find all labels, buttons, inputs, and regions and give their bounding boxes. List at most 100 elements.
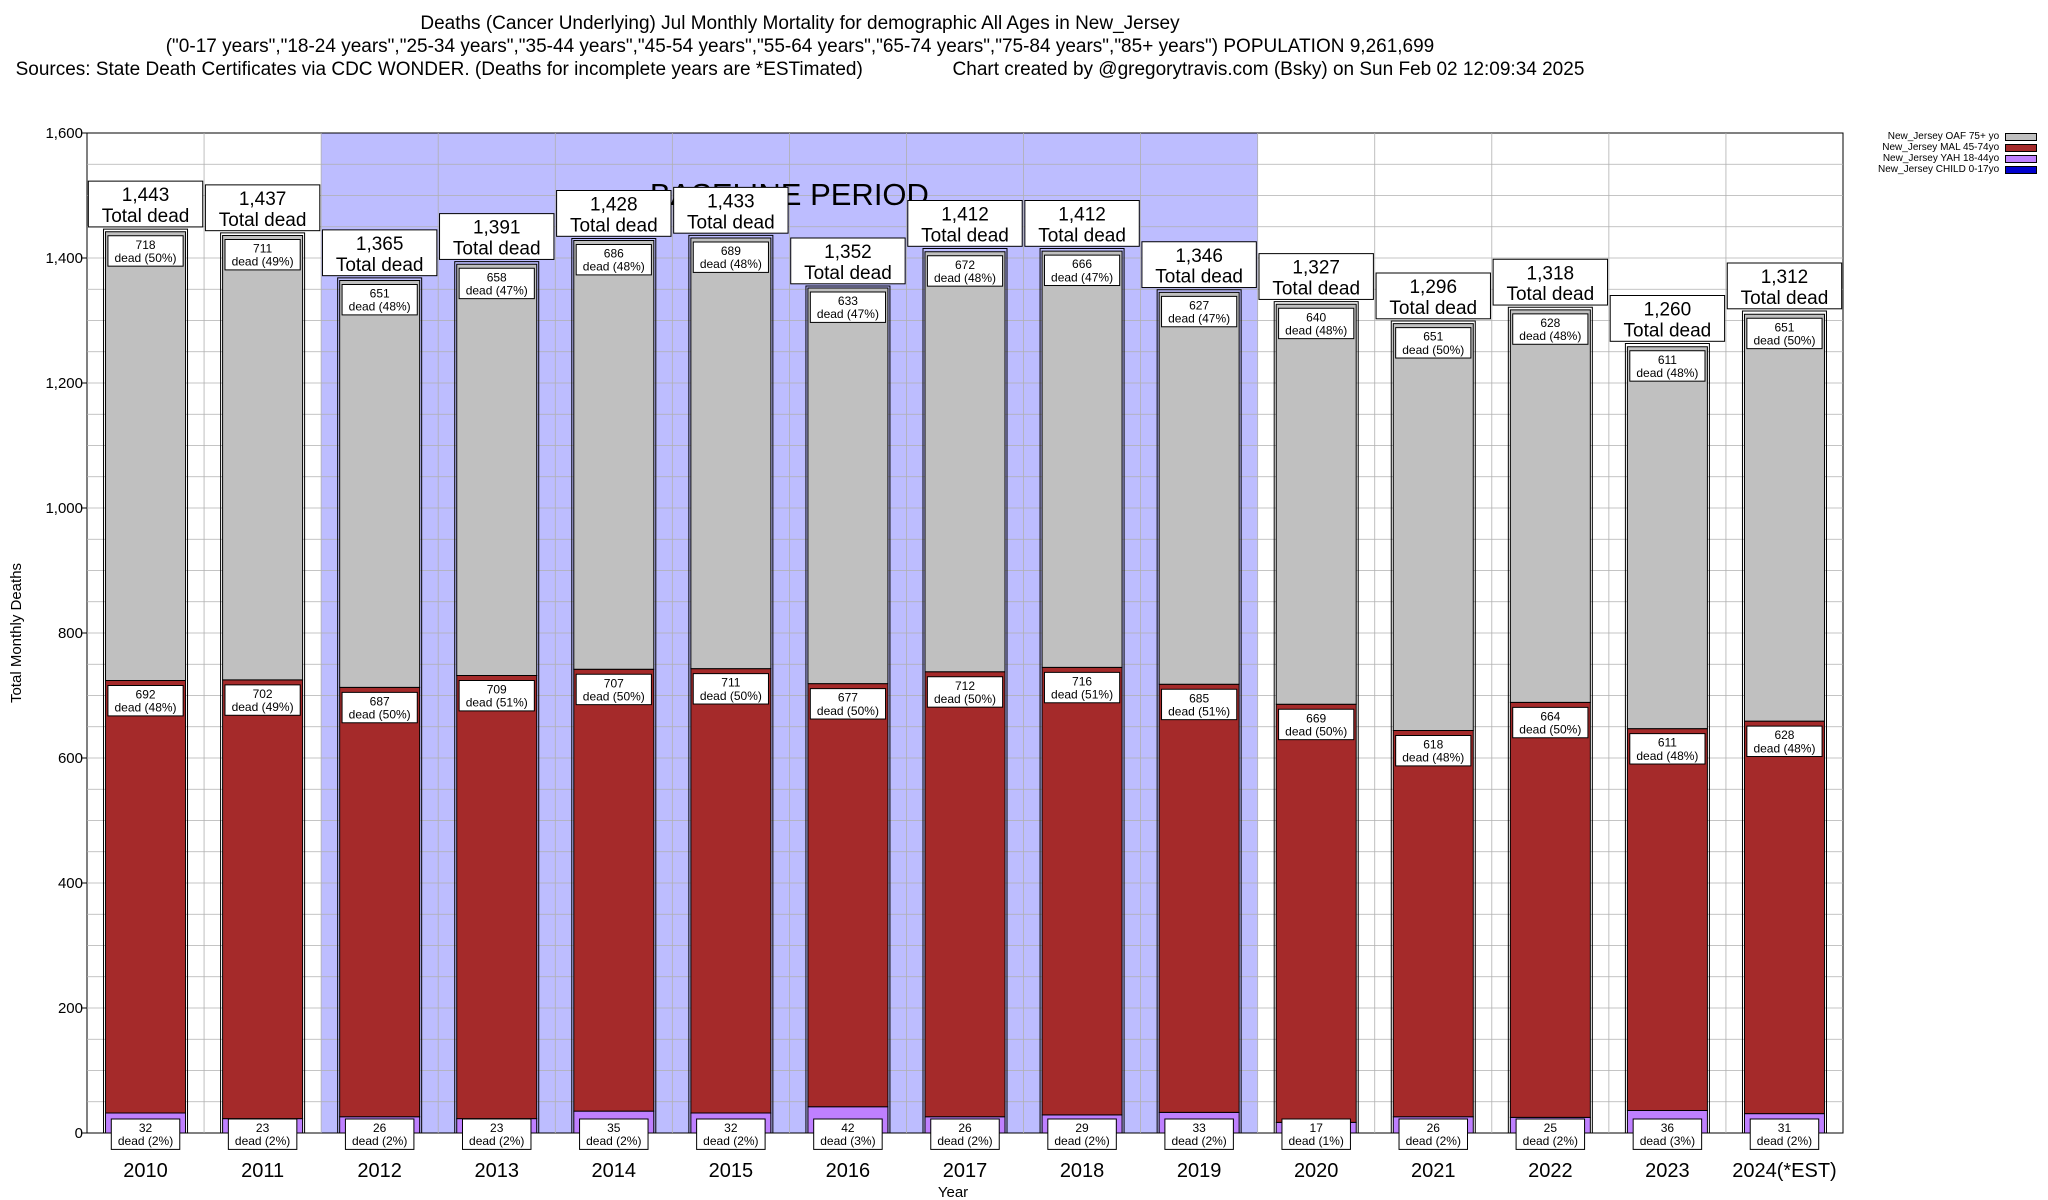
total-label-2012-line2: Total dead (336, 255, 424, 276)
oaf-label-2018-line2: dead (47%) (1051, 270, 1113, 284)
yah-label-2020-line2: dead (1%) (1289, 1134, 1344, 1148)
bar-mal-2015 (690, 668, 772, 1114)
mal-label-2023-line1: 611 (1658, 736, 1677, 750)
oaf-label-2013-line1: 658 (487, 270, 507, 284)
mal-label-2015-line2: dead (50%) (700, 689, 762, 703)
total-label-2010-line1: 1,443 (122, 185, 170, 206)
legend-swatch-yah (2005, 154, 2038, 163)
oaf-label-2011-box (224, 239, 301, 271)
yah-label-2024(*EST)-line1: 31 (1778, 1121, 1792, 1135)
mal-label-2019-line2: dead (51%) (1168, 704, 1230, 718)
total-label-2020-box (1258, 253, 1374, 300)
yah-label-2018-box (1047, 1118, 1117, 1150)
oaf-label-2016-line2: dead (47%) (817, 307, 879, 321)
y-tick-label: 600 (58, 750, 83, 767)
total-label-2023-box (1609, 295, 1726, 342)
y-tick-label: 1,000 (45, 500, 83, 517)
total-label-2024(*EST)-line1: 1,312 (1761, 267, 1809, 288)
oaf-label-2012-line2: dead (48%) (349, 300, 411, 314)
y-tick-label: 0 (75, 1125, 83, 1142)
mal-label-2021-line1: 618 (1423, 738, 1443, 752)
bar-mal-2010 (105, 680, 187, 1114)
total-label-2015-box (673, 186, 789, 234)
yah-label-2016-line1: 42 (841, 1121, 855, 1135)
mal-label-2010-box (107, 685, 184, 717)
x-axis-label: Year (938, 1184, 968, 1200)
oaf-label-2016-line1: 633 (838, 294, 858, 308)
x-tick-label-2011: 2011 (241, 1160, 284, 1182)
y-tick-label: 1,600 (45, 125, 83, 142)
legend-item-oaf: New_Jersey OAF 75+ yo (1878, 131, 2038, 142)
total-label-2016-line2: Total dead (804, 263, 892, 284)
x-tick-label-2012: 2012 (357, 1160, 402, 1182)
x-tick-label-2010: 2010 (123, 1160, 168, 1182)
oaf-label-2015-box (692, 241, 769, 273)
oaf-label-2014-line2: dead (48%) (583, 260, 645, 274)
bar-mal-2014 (573, 668, 655, 1112)
sources-text: Sources: State Death Certificates via CD… (15, 59, 863, 80)
mal-label-2017-line2: dead (50%) (934, 692, 996, 706)
yah-label-2024(*EST)-box (1749, 1118, 1820, 1150)
oaf-label-2020-box (1278, 307, 1355, 340)
mal-label-2022-box (1512, 706, 1589, 739)
total-label-2011-line2: Total dead (219, 210, 307, 231)
mal-label-2019-box (1161, 688, 1238, 721)
total-label-2018-box (1024, 200, 1140, 247)
yah-label-2022-box (1515, 1118, 1586, 1150)
oaf-label-2014-box (575, 244, 652, 276)
x-tick-label-2019: 2019 (1177, 1160, 1222, 1182)
yah-label-2017-line1: 26 (958, 1121, 972, 1135)
x-tick-label-2013: 2013 (474, 1160, 519, 1182)
oaf-label-2024(*EST)-line2: dead (50%) (1753, 333, 1815, 347)
yah-label-2013-box (461, 1118, 532, 1150)
total-label-2014-line1: 1,428 (590, 195, 638, 216)
bar-mal-2011 (222, 679, 304, 1120)
bar-oaf-2016 (807, 287, 889, 685)
x-tick-label-2017: 2017 (943, 1160, 988, 1182)
total-label-2019-line2: Total dead (1155, 267, 1243, 288)
total-label-2018-line1: 1,412 (1058, 205, 1106, 226)
mal-label-2012-line1: 687 (370, 694, 390, 708)
oaf-label-2023-box (1629, 350, 1706, 382)
total-label-2014-box (556, 190, 672, 237)
oaf-label-2023-line1: 611 (1658, 353, 1677, 367)
mal-label-2010-line2: dead (48%) (115, 701, 177, 715)
oaf-label-2021-line1: 651 (1423, 330, 1443, 344)
y-tick-label: 200 (58, 1000, 83, 1017)
yah-label-2023-line1: 36 (1661, 1121, 1675, 1135)
mal-label-2018-line1: 716 (1072, 674, 1092, 688)
yah-label-2018-line1: 29 (1075, 1121, 1089, 1135)
oaf-label-2018-box (1043, 254, 1121, 287)
oaf-label-2022-line1: 628 (1540, 316, 1560, 330)
total-label-2019-box (1141, 241, 1257, 289)
bar-oaf-2021 (1392, 323, 1474, 731)
total-label-2010-line2: Total dead (102, 206, 190, 227)
total-label-2017-line1: 1,412 (941, 205, 989, 226)
yah-label-2021-line1: 26 (1427, 1121, 1441, 1135)
yah-label-2023-box (1632, 1118, 1703, 1150)
mal-label-2023-line2: dead (48%) (1636, 749, 1698, 763)
legend-swatch-child (2005, 165, 2038, 174)
bar-oaf-2010 (105, 231, 187, 681)
bar-oaf-2013 (456, 263, 538, 676)
x-tick-label-2024(*EST): 2024(*EST) (1732, 1160, 1837, 1182)
total-label-2021-line2: Total dead (1389, 298, 1477, 319)
mal-label-2014-box (575, 673, 652, 706)
mal-label-2011-line2: dead (49%) (232, 700, 294, 714)
bar-oaf-2018 (1041, 250, 1123, 668)
bar-mal-2017 (924, 671, 1006, 1118)
yah-label-2013-line2: dead (2%) (469, 1134, 524, 1148)
mal-label-2022-line1: 664 (1540, 709, 1560, 723)
mal-label-2016-box (809, 688, 887, 720)
oaf-label-2010-line2: dead (50%) (115, 251, 177, 265)
oaf-label-2018-line1: 666 (1072, 257, 1092, 271)
total-label-2015-line1: 1,433 (707, 191, 755, 212)
oaf-label-2019-line1: 627 (1189, 298, 1209, 312)
mal-label-2014-line1: 707 (604, 676, 624, 690)
total-label-2016-line1: 1,352 (824, 242, 872, 263)
total-label-2024(*EST)-line2: Total dead (1741, 288, 1829, 309)
yah-label-2012-line2: dead (2%) (352, 1134, 407, 1148)
total-label-2023-line1: 1,260 (1644, 300, 1692, 321)
bar-oaf-2017 (924, 251, 1006, 673)
